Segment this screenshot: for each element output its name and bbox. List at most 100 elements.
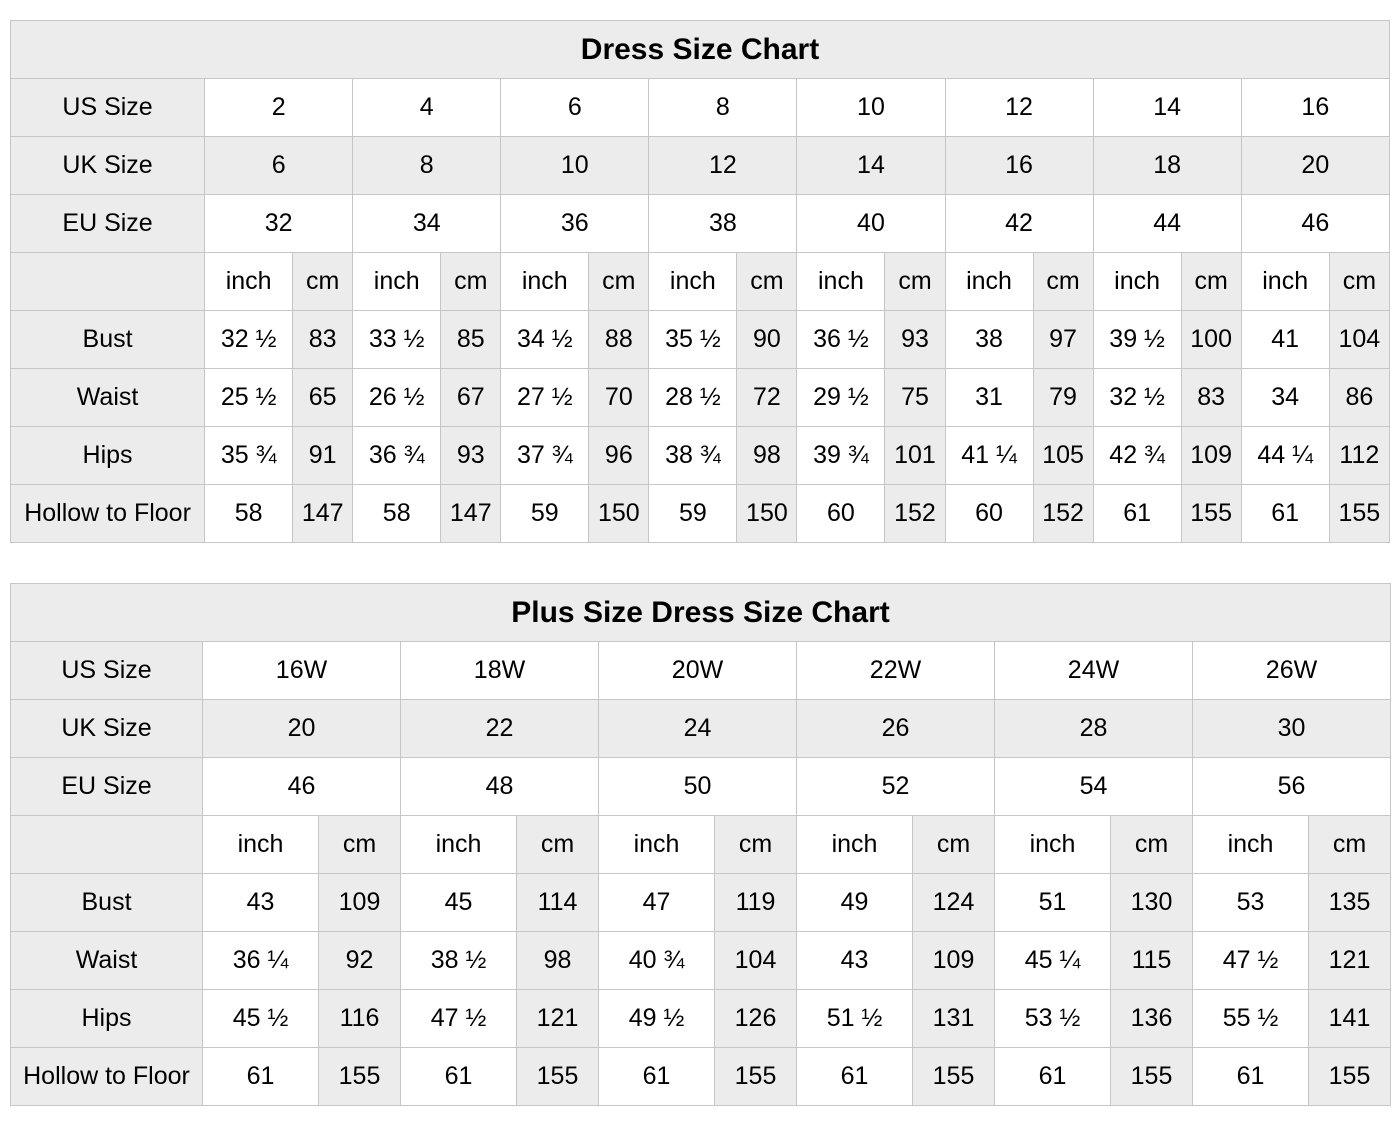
measurement-cm-cell: 83 [292,310,354,369]
measurement-inch-cell: 45 [400,873,517,932]
row-label: Hollow to Floor [9,484,206,543]
unit-cm-header-cell: cm [318,815,401,874]
measurement-inch-cell: 61 [1192,1047,1309,1106]
measurement-cm-cell: 93 [884,310,946,369]
measurement-inch-cell: 39 ½ [1092,310,1182,369]
table-row-waist: Waist 25 ½ 65 26 ½ 67 27 ½ 70 28 ½ 72 29 ½ 75 31 79 3… [9,368,1391,427]
row-label: Bust [9,310,206,369]
measurement-cm-cell: 114 [516,873,599,932]
measurement-cm-cell: 147 [292,484,354,543]
measurement-inch-cell: 49 [796,873,913,932]
row-label: Hollow to Floor [10,1047,203,1106]
measurement-cm-cell: 98 [736,426,798,485]
measurement-inch-cell: 51 [994,873,1111,932]
measurement-cm-cell: 90 [736,310,798,369]
measurement-cm-cell: 130 [1110,873,1193,932]
measurement-cm-cell: 152 [1032,484,1094,543]
corner-cell [10,815,203,874]
measurement-cm-cell: 155 [1110,1047,1193,1106]
unit-cm-header-cell: cm [516,815,599,874]
unit-cm-header-cell: cm [1032,252,1094,311]
unit-cm-header-cell: cm [588,252,650,311]
measurement-cm-cell: 67 [440,368,502,427]
measurement-cm-cell: 150 [736,484,798,543]
size-value-cell: 54 [994,757,1193,816]
unit-cm-header-cell: cm [1110,815,1193,874]
row-label: Bust [10,873,203,932]
row-label: Hips [9,426,206,485]
measurement-inch-cell: 53 ½ [994,989,1111,1048]
size-value-cell: 8 [352,136,502,195]
measurement-inch-cell: 35 ¾ [204,426,294,485]
unit-inch-header-cell: inch [796,815,913,874]
measurement-inch-cell: 47 ½ [400,989,517,1048]
measurement-inch-cell: 60 [796,484,886,543]
size-value-cell: 24 [598,699,797,758]
size-value-cell: 8 [648,78,798,137]
measurement-cm-cell: 88 [588,310,650,369]
size-value-cell: 44 [1092,194,1242,253]
measurement-cm-cell: 79 [1032,368,1094,427]
corner-cell [9,252,206,311]
size-value-cell: 12 [648,136,798,195]
measurement-cm-cell: 112 [1328,426,1391,485]
table-row-uk-size: UK Size 6 8 10 12 14 16 18 20 [9,136,1391,195]
size-value-cell: 26W [1192,641,1391,700]
measurement-cm-cell: 135 [1308,873,1391,932]
measurement-inch-cell: 41 ¼ [944,426,1034,485]
table-row-bust: Bust 43 109 45 114 47 119 49 124 51 130 53 135 [10,873,1391,932]
measurement-inch-cell: 36 ¾ [352,426,442,485]
measurement-inch-cell: 37 ¾ [500,426,590,485]
size-value-cell: 14 [796,136,946,195]
unit-cm-header-cell: cm [714,815,797,874]
measurement-inch-cell: 61 [796,1047,913,1106]
measurement-cm-cell: 97 [1032,310,1094,369]
size-value-cell: 40 [796,194,946,253]
measurement-cm-cell: 101 [884,426,946,485]
size-value-cell: 16W [202,641,401,700]
measurement-cm-cell: 86 [1328,368,1391,427]
measurement-inch-cell: 61 [994,1047,1111,1106]
unit-cm-header-cell: cm [1180,252,1242,311]
unit-inch-header-cell: inch [352,252,442,311]
measurement-inch-cell: 40 ¾ [598,931,715,990]
measurement-inch-cell: 36 ¼ [202,931,319,990]
measurement-cm-cell: 100 [1180,310,1242,369]
measurement-inch-cell: 36 ½ [796,310,886,369]
measurement-cm-cell: 85 [440,310,502,369]
measurement-inch-cell: 51 ½ [796,989,913,1048]
size-value-cell: 6 [204,136,354,195]
unit-cm-header-cell: cm [736,252,798,311]
size-value-cell: 46 [1240,194,1391,253]
size-value-cell: 36 [500,194,650,253]
measurement-cm-cell: 83 [1180,368,1242,427]
table-row-us-size: US Size 16W 18W 20W 22W 24W 26W [10,641,1391,700]
measurement-inch-cell: 58 [352,484,442,543]
measurement-cm-cell: 147 [440,484,502,543]
measurement-inch-cell: 47 [598,873,715,932]
size-value-cell: 2 [204,78,354,137]
dress-size-chart-table: Dress Size Chart US Size 2 4 6 8 10 12 14 16 UK Si… [9,20,1391,543]
measurement-cm-cell: 105 [1032,426,1094,485]
size-value-cell: 30 [1192,699,1391,758]
size-value-cell: 4 [352,78,502,137]
measurement-inch-cell: 53 [1192,873,1309,932]
measurement-cm-cell: 98 [516,931,599,990]
unit-header-row: inch cm inch cm inch cm inch cm inch cm inch cm inch… [9,252,1391,311]
measurement-cm-cell: 109 [318,873,401,932]
size-value-cell: 12 [944,78,1094,137]
measurement-cm-cell: 109 [1180,426,1242,485]
size-value-cell: 26 [796,699,995,758]
measurement-inch-cell: 38 ¾ [648,426,738,485]
measurement-inch-cell: 45 ½ [202,989,319,1048]
measurement-cm-cell: 155 [1328,484,1391,543]
table-row-eu-size: EU Size 32 34 36 38 40 42 44 46 [9,194,1391,253]
measurement-cm-cell: 155 [1308,1047,1391,1106]
plus-size-dress-size-chart-body: Plus Size Dress Size Chart US Size 16W 18W 2… [10,583,1391,1106]
measurement-inch-cell: 38 [944,310,1034,369]
measurement-cm-cell: 150 [588,484,650,543]
measurement-cm-cell: 152 [884,484,946,543]
dress-size-chart-body: Dress Size Chart US Size 2 4 6 8 10 12 14 16 UK Si… [9,20,1391,543]
measurement-cm-cell: 119 [714,873,797,932]
measurement-cm-cell: 155 [1180,484,1242,543]
